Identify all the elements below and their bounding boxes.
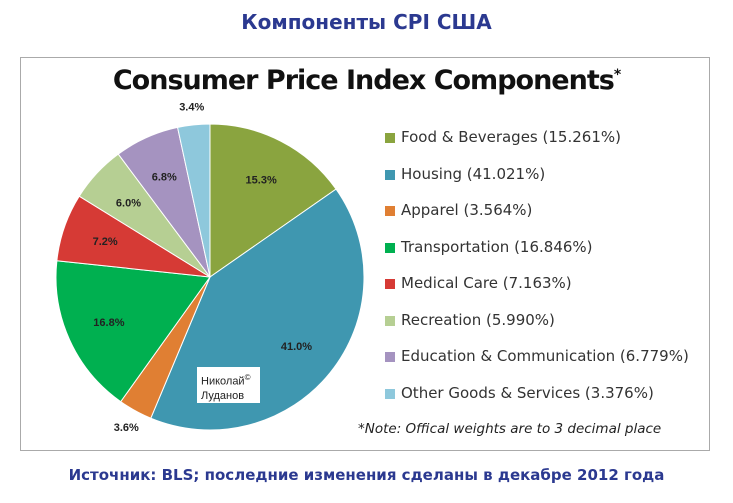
chart-title: Consumer Price Index Components* [0, 65, 733, 96]
legend-item: Other Goods & Services (3.376%) [385, 384, 689, 421]
chart-title-text: Consumer Price Index Components [112, 65, 615, 96]
legend-swatch [385, 315, 395, 326]
data-label: 3.4% [179, 102, 204, 114]
pie-slice-other-goods-services [176, 123, 211, 278]
legend-label: Other Goods & Services (3.376%) [401, 383, 654, 402]
legend-item: Medical Care (7.163%) [385, 274, 689, 311]
watermark-line1: Николай [201, 375, 245, 388]
legend-item: Recreation (5.990%) [385, 311, 689, 348]
legend-label: Education & Communication (6.779%) [401, 347, 689, 365]
page-title: Компоненты CPI США [241, 10, 492, 34]
legend-swatch [385, 279, 395, 289]
legend-label: Food & Beverages (15.261%) [401, 128, 621, 146]
legend-swatch [385, 169, 395, 180]
data-label: 41.0% [281, 341, 312, 353]
legend-item: Apparel (3.564%) [385, 201, 689, 238]
title-asterisk: * [613, 67, 621, 83]
legend: Food & Beverages (15.261%) Housing (41.02… [385, 128, 689, 420]
data-label: 6.0% [116, 197, 141, 209]
chart-note: *Note: Offical weights are to 3 decimal … [358, 421, 662, 437]
watermark-line2: Луданов [201, 389, 245, 402]
data-label: 16.8% [93, 317, 124, 329]
legend-swatch [385, 352, 395, 362]
legend-swatch [385, 133, 395, 143]
legend-swatch [385, 388, 395, 399]
legend-label: Apparel (3.564%) [401, 201, 533, 219]
legend-item: Education & Communication (6.779%) [385, 347, 689, 384]
legend-swatch [385, 206, 395, 216]
legend-label: Housing (41.021%) [401, 164, 546, 183]
legend-label: Recreation (5.990%) [401, 310, 555, 329]
pie-slice-transportation [55, 260, 211, 403]
data-label: 6.8% [152, 172, 177, 184]
legend-item: Transportation (16.846%) [385, 238, 689, 275]
legend-item: Housing (41.021%) [385, 165, 689, 202]
chart-frame [20, 57, 710, 451]
legend-label: Transportation (16.846%) [401, 237, 593, 256]
legend-swatch [385, 242, 395, 253]
data-label: 3.6% [114, 422, 139, 434]
data-label: 15.3% [246, 174, 277, 186]
pie-slice-food-beverages [209, 123, 337, 278]
data-label: 7.2% [93, 236, 118, 248]
watermark: Николай© Луданов [197, 367, 260, 403]
copyright-mark: © [244, 373, 251, 382]
source-caption: Источник: BLS; последние изменения сдела… [68, 466, 665, 484]
legend-item: Food & Beverages (15.261%) [385, 128, 689, 165]
legend-label: Medical Care (7.163%) [401, 274, 572, 292]
